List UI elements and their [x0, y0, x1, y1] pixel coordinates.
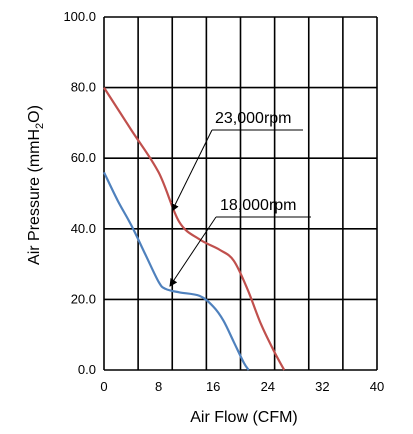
- series-line-23000rpm: [103, 87, 286, 371]
- grid-lines: [103, 16, 378, 371]
- y-tick-label: 100.0: [63, 9, 96, 24]
- x-tick-label: 40: [370, 379, 384, 394]
- x-tick-label: 0: [100, 379, 107, 394]
- annotation-arrow: [171, 129, 213, 212]
- series-lines: [103, 87, 286, 371]
- series-line-18000rpm: [103, 171, 250, 371]
- y-tick-label: 40.0: [71, 221, 96, 236]
- y-tick-label: 0.0: [78, 362, 96, 377]
- y-axis-title: Air Pressure (mmH2O): [26, 105, 46, 265]
- y-tick-label: 60.0: [71, 150, 96, 165]
- x-tick-label: 8: [155, 379, 162, 394]
- annotation-arrow: [169, 216, 217, 287]
- x-tick-label: 24: [261, 379, 275, 394]
- annotation-label: 18,000rpm: [220, 197, 297, 214]
- y-tick-label: 80.0: [71, 80, 96, 95]
- annotation-label: 23,000rpm: [215, 110, 292, 127]
- x-axis-title: Air Flow (CFM): [190, 409, 298, 426]
- tick-labels: 0 8 16 24 32 40 0.0 20.0 40.0 60.0 80.0 100.0: [63, 9, 384, 394]
- annotations: 23,000rpm 18,000rpm: [169, 110, 311, 287]
- x-tick-label: 32: [315, 379, 329, 394]
- x-tick-label: 16: [206, 379, 220, 394]
- y-tick-label: 20.0: [71, 291, 96, 306]
